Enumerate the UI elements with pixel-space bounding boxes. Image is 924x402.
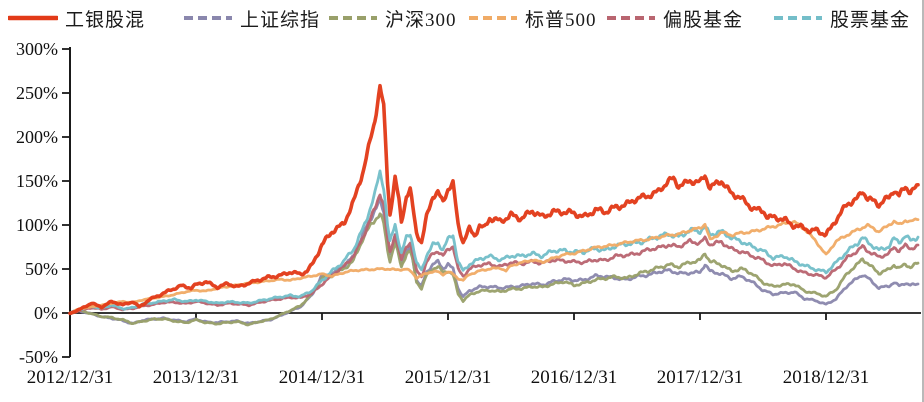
y-axis-label: 150% — [16, 171, 58, 191]
x-axis-label: 2014/12/31 — [279, 367, 366, 388]
legend-label: 工银股混 — [65, 9, 146, 31]
y-axis-label: -50% — [19, 347, 58, 367]
legend-label: 股票基金 — [830, 9, 911, 31]
legend: 工银股混 上证综指 沪深300 标普500 偏股基金 股票基金 — [0, 0, 922, 36]
legend-label: 标普500 — [525, 9, 597, 31]
series-line-股票基金 — [68, 169, 920, 315]
y-axis-label: 200% — [16, 127, 58, 147]
legend-item-1: 工银股混 — [8, 6, 146, 31]
legend-line-swatch-icon — [774, 16, 822, 20]
series-line-工银股混 — [68, 83, 920, 316]
y-axis-label: 0% — [34, 303, 58, 323]
legend-line-swatch-icon — [184, 16, 232, 20]
legend-item-6: 股票基金 — [773, 6, 911, 31]
y-axis-label: 300% — [16, 39, 58, 59]
legend-item-3: 沪深300 — [328, 6, 457, 31]
y-axis-label: 250% — [16, 83, 58, 103]
legend-label: 沪深300 — [385, 9, 457, 31]
legend-item-4: 标普500 — [468, 6, 597, 31]
legend-line-swatch-icon — [8, 15, 58, 21]
legend-item-2: 上证综指 — [183, 6, 321, 31]
legend-item-5: 偏股基金 — [606, 6, 744, 31]
x-axis-label: 2018/12/31 — [783, 367, 870, 388]
x-axis-label: 2015/12/31 — [405, 367, 492, 388]
y-axis-label: 100% — [16, 215, 58, 235]
y-axis-label: 50% — [25, 259, 58, 279]
x-axis-label: 2017/12/31 — [657, 367, 744, 388]
legend-label: 上证综指 — [240, 9, 321, 31]
x-axis-label: 2013/12/31 — [153, 367, 240, 388]
x-axis-label: 2016/12/31 — [531, 367, 618, 388]
legend-line-swatch-icon — [607, 16, 655, 20]
legend-line-swatch-icon — [329, 16, 377, 20]
series-line-标普500 — [68, 217, 920, 315]
legend-line-swatch-icon — [469, 16, 517, 20]
series-line-沪深300 — [68, 212, 920, 327]
x-axis-label: 2012/12/31 — [27, 367, 114, 388]
legend-label: 偏股基金 — [663, 9, 744, 31]
series-line-偏股基金 — [68, 193, 920, 315]
